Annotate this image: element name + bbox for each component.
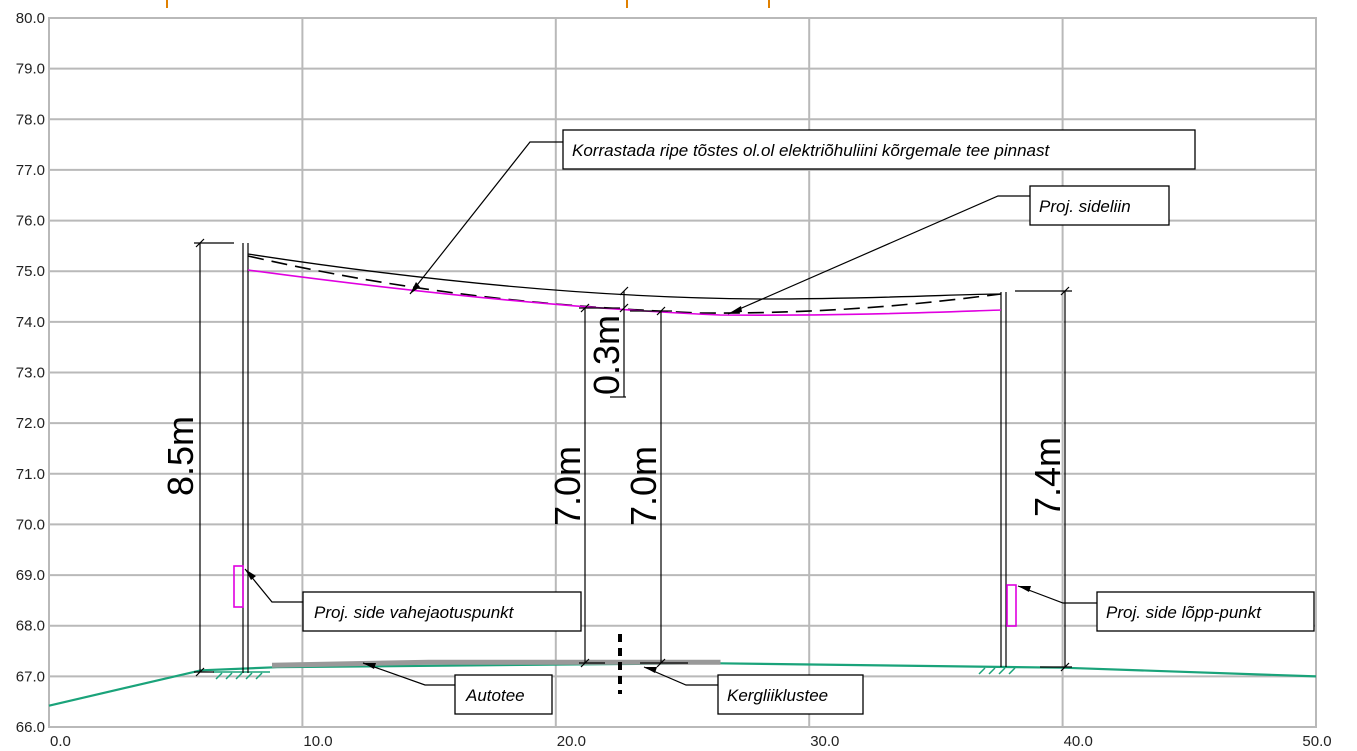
- leader-korrastada: [409, 141, 563, 295]
- callout-kergliiklustee: Kergliiklustee: [717, 674, 864, 715]
- callout-korrastada: Korrastada ripe tõstes ol.ol elektriõhul…: [562, 129, 1196, 170]
- dim-label-7-4m: 7.4m: [1027, 437, 1068, 517]
- road-surface: [271, 659, 721, 668]
- svg-text:Korrastada ripe tõstes ol.ol e: Korrastada ripe tõstes ol.ol elektriõhul…: [572, 141, 1050, 160]
- leader-autotee: [362, 662, 455, 686]
- x-tick-label: 50.0: [1302, 733, 1331, 750]
- x-tick-label: 0.0: [50, 733, 71, 750]
- dimension-7-0m-right: [630, 306, 688, 668]
- y-tick-label: 73.0: [16, 365, 45, 382]
- pole-base-hatch-right: [978, 667, 1016, 675]
- x-tick-label: 10.0: [303, 733, 332, 750]
- callout-sideliin: Proj. sideliin: [1029, 185, 1170, 226]
- y-tick-label: 76.0: [16, 213, 45, 230]
- x-tick-label: 40.0: [1064, 733, 1093, 750]
- pole-right: [1000, 292, 1007, 667]
- dim-label-8-5m: 8.5m: [160, 416, 201, 496]
- pole-left: [242, 243, 249, 673]
- y-tick-label: 70.0: [16, 516, 45, 533]
- y-tick-label: 68.0: [16, 618, 45, 635]
- pole-base-hatch-left: [213, 671, 270, 680]
- dimension-7-0m-left: [579, 303, 620, 668]
- svg-text:Proj. side vahejaotuspunkt: Proj. side vahejaotuspunkt: [314, 603, 515, 622]
- existing-line-dashed: [247, 255, 1002, 314]
- proposed-telecom-line: [247, 269, 1002, 316]
- dim-label-7-0m-left: 7.0m: [547, 446, 588, 526]
- y-tick-label: 72.0: [16, 415, 45, 432]
- y-tick-label: 66.0: [16, 719, 45, 736]
- leader-vahejaotuspunkt: [244, 568, 303, 603]
- existing-overhead-line: [247, 253, 1002, 300]
- dim-label-0-3m: 0.3m: [586, 315, 627, 395]
- y-tick-label: 69.0: [16, 567, 45, 584]
- dimension-8-5m: [194, 238, 234, 677]
- callout-loopp-punkt: Proj. side lõpp-punkt: [1096, 591, 1315, 632]
- dimension-0-3m: [610, 286, 629, 398]
- top-markers: [166, 0, 770, 8]
- leader-loopp-punkt: [1017, 585, 1097, 604]
- y-tick-label: 71.0: [16, 466, 45, 483]
- y-tick-label: 77.0: [16, 162, 45, 179]
- intermediate-distribution-box: [233, 565, 244, 608]
- svg-text:Proj. sideliin: Proj. sideliin: [1039, 197, 1131, 216]
- dimension-7-4m: [1015, 286, 1072, 672]
- svg-text:Proj. side lõpp-punkt: Proj. side lõpp-punkt: [1106, 603, 1262, 622]
- callout-vahejaotuspunkt: Proj. side vahejaotuspunkt: [302, 591, 582, 632]
- x-tick-label: 20.0: [557, 733, 586, 750]
- ground-profile: [48, 662, 1317, 707]
- callout-autotee: Autotee: [454, 674, 553, 715]
- svg-text:Autotee: Autotee: [465, 686, 525, 705]
- y-tick-label: 78.0: [16, 111, 45, 128]
- leader-sideliin: [727, 195, 1030, 315]
- y-tick-label: 74.0: [16, 314, 45, 331]
- y-tick-label: 79.0: [16, 61, 45, 78]
- axis-ticks: 66.0 67.0 68.0 69.0 70.0 71.0 72.0 73.0 74.0 75.0…: [16, 10, 1332, 750]
- end-point-box: [1006, 584, 1017, 627]
- leader-kergliiklustee: [643, 666, 718, 686]
- x-tick-label: 30.0: [810, 733, 839, 750]
- y-tick-label: 80.0: [16, 10, 45, 27]
- svg-text:Kergliiklustee: Kergliiklustee: [727, 686, 828, 705]
- dim-label-7-0m-right: 7.0m: [623, 446, 664, 526]
- y-tick-label: 67.0: [16, 668, 45, 685]
- y-tick-label: 75.0: [16, 263, 45, 280]
